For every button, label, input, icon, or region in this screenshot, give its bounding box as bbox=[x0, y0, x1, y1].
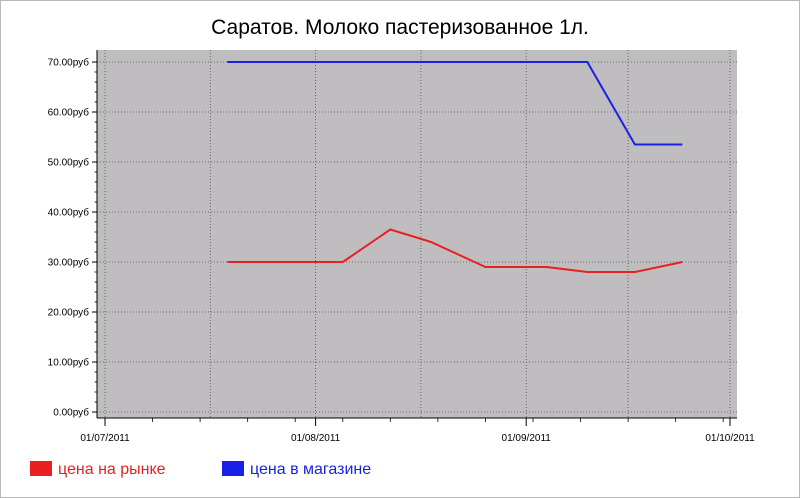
chart-title: Саратов. Молоко пастеризованное 1л. bbox=[211, 16, 589, 39]
legend-label: цена на рынке bbox=[58, 461, 166, 478]
x-tick-label: 01/08/2011 bbox=[291, 433, 341, 444]
legend: цена на рынке цена в магазине bbox=[30, 461, 371, 478]
series-lines bbox=[227, 61, 683, 273]
x-tick-label: 01/07/2011 bbox=[80, 433, 130, 444]
legend-swatch bbox=[30, 461, 52, 476]
legend-swatch bbox=[222, 461, 244, 476]
y-tick-label: 20.00руб bbox=[48, 307, 90, 319]
y-tick-label: 60.00руб bbox=[48, 107, 90, 119]
x-tick-label: 01/09/2011 bbox=[502, 433, 552, 444]
x-tick-label: 01/10/2011 bbox=[705, 433, 755, 444]
plot-area bbox=[97, 50, 737, 418]
grid bbox=[97, 50, 737, 418]
y-tick-label: 40.00руб bbox=[48, 207, 90, 219]
y-tick-label: 50.00руб bbox=[48, 157, 90, 169]
y-tick-label: 30.00руб bbox=[48, 257, 90, 269]
axes: 0.00руб 10.00руб 20.00руб 30.00руб 40.00руб 5… bbox=[48, 50, 755, 444]
y-tick-label: 70.00руб bbox=[48, 57, 90, 69]
legend-label: цена в магазине bbox=[250, 461, 371, 478]
series-line-1 bbox=[227, 228, 683, 273]
y-tick-label: 0.00руб bbox=[53, 407, 89, 419]
y-tick-label: 10.00руб bbox=[48, 357, 90, 369]
series-line-2 bbox=[227, 61, 683, 146]
